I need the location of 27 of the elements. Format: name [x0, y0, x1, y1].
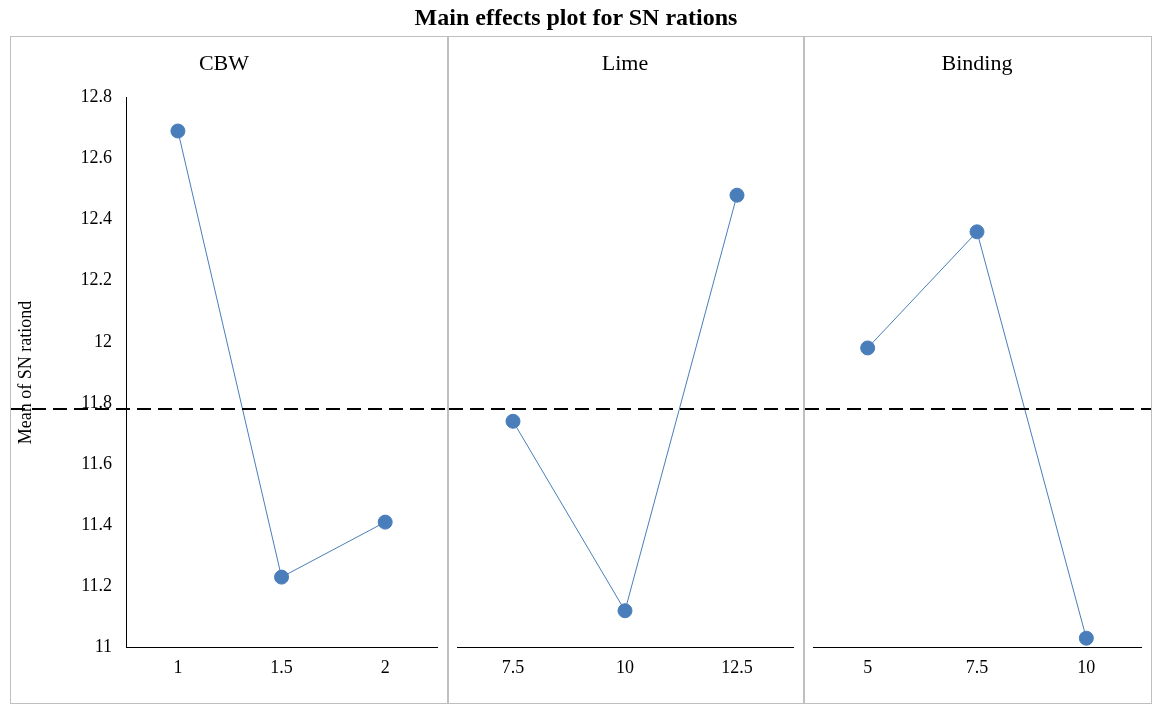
x-tick-label: 12.5: [721, 656, 753, 677]
y-tick-label: 12.6: [80, 147, 113, 168]
point: [274, 569, 290, 585]
chart-subtitle: Binding: [941, 49, 1013, 75]
x-tick-label: 2: [380, 656, 390, 677]
x-tick-label: 10: [1077, 656, 1096, 677]
x-tick-label: 7.5: [965, 656, 989, 677]
y-tick-label: 11.6: [81, 452, 113, 473]
y-tick-label: 12.4: [80, 208, 113, 229]
y-tick-label: 12.2: [80, 269, 113, 290]
x-tick-label: 5: [863, 656, 873, 677]
point: [170, 123, 186, 139]
chart-subtitle: Lime: [601, 49, 649, 75]
x-tick-label: 1: [173, 656, 183, 677]
x-tick-label: 10: [616, 656, 634, 677]
y-tick-label: 11.8: [81, 391, 113, 412]
point: [377, 514, 393, 530]
y-tick-label: 11.4: [81, 513, 113, 534]
y-axis-title: Mean of SN rationd: [14, 300, 35, 445]
y-tick-label: 11.2: [81, 575, 113, 596]
chart-title: Main effects plot for SN rations: [413, 4, 739, 31]
y-tick-label: 12.8: [80, 86, 113, 107]
y-tick-label: 12: [94, 330, 113, 351]
x-tick-label: 7.5: [501, 656, 525, 677]
y-tick-label: 11: [94, 636, 113, 657]
x-tick-label: 1.5: [270, 656, 293, 677]
chart-subtitle: CBW: [198, 49, 250, 75]
